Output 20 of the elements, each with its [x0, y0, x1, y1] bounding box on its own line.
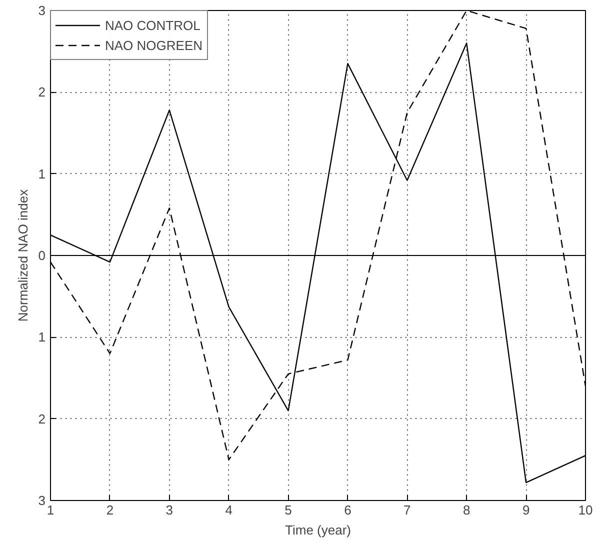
y-tick-label: 3 — [38, 3, 46, 18]
x-tick-label: 4 — [225, 502, 232, 518]
x-tick-label: 2 — [106, 502, 114, 518]
y-tick-label: 2 — [38, 84, 46, 100]
y-axis-title: Normalized NAO index — [15, 188, 30, 322]
x-tick-label: 7 — [404, 502, 411, 518]
x-tick-label: 8 — [462, 502, 470, 518]
x-axis-title: Time (year) — [285, 522, 351, 538]
x-tick-label: 3 — [166, 502, 174, 518]
legend-label: NAO NOGREEN — [105, 38, 203, 52]
legend-label: NAO CONTROL — [105, 18, 200, 32]
y-tick-label: 0 — [38, 248, 46, 263]
x-tick-label: 10 — [578, 502, 593, 518]
y-tick-label: 2 — [38, 411, 46, 426]
y-tick-label: 3 — [38, 493, 46, 508]
x-tick-label: 5 — [284, 502, 292, 518]
y-tick-label: 1 — [38, 330, 46, 345]
x-tick-label: 9 — [522, 502, 530, 518]
x-tick-label: 6 — [344, 502, 352, 518]
y-tick-label: 1 — [38, 166, 46, 182]
